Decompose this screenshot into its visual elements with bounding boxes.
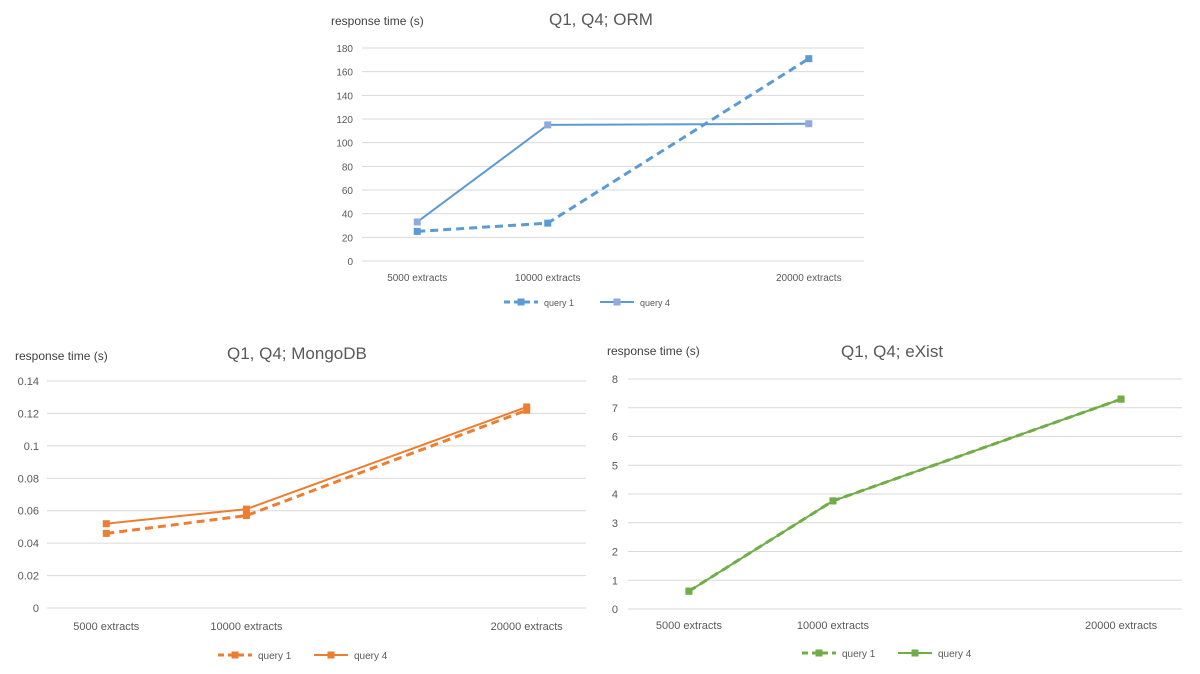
- y-tick-label: 0.04: [18, 538, 39, 550]
- x-tick-label: 10000 extracts: [515, 273, 581, 284]
- x-tick-label: 5000 extracts: [656, 620, 723, 632]
- legend-label: query 1: [842, 649, 876, 660]
- y-tick-label: 7: [612, 403, 618, 415]
- data-point: [102, 529, 110, 537]
- x-tick-label: 10000 extracts: [210, 621, 283, 633]
- y-axis-label: response time (s): [15, 349, 108, 363]
- y-tick-label: 1: [612, 575, 618, 587]
- x-tick-label: 20000 extracts: [491, 621, 564, 633]
- series-line-2: [106, 406, 528, 525]
- series-line-1: [106, 408, 528, 535]
- y-tick-label: 6: [612, 432, 618, 444]
- legend-label: query 4: [354, 651, 388, 662]
- legend-marker: [231, 651, 239, 659]
- legend-label: query 1: [258, 651, 292, 662]
- x-tick-label: 5000 extracts: [73, 621, 140, 633]
- y-tick-label: 0.1: [24, 441, 39, 453]
- y-tick-label: 2: [612, 547, 618, 559]
- legend-marker: [517, 298, 525, 306]
- y-tick-label: 60: [342, 186, 354, 197]
- data-point: [544, 121, 552, 129]
- legend-marker: [327, 651, 335, 659]
- y-tick-label: 120: [336, 115, 353, 126]
- y-tick-label: 40: [342, 210, 354, 221]
- data-point: [523, 403, 531, 411]
- y-tick-label: 80: [342, 162, 354, 173]
- y-tick-label: 20: [342, 233, 354, 244]
- data-point: [829, 497, 837, 505]
- y-axis-label: response time (s): [607, 344, 700, 358]
- y-tick-label: 100: [336, 139, 353, 150]
- y-tick-label: 0: [612, 604, 618, 616]
- series-line-2: [416, 122, 809, 223]
- y-tick-label: 0.14: [18, 376, 39, 388]
- y-tick-label: 160: [336, 68, 353, 79]
- series-line-1: [688, 397, 1122, 593]
- mongodb-plot: 0 0.02 0.04 0.06 0.08 0.1 0.12 0.14 5000 extract…: [18, 376, 586, 662]
- legend-label: query 4: [938, 649, 972, 660]
- data-point: [805, 55, 813, 63]
- y-tick-label: 0.02: [18, 571, 39, 583]
- legend-marker: [613, 298, 621, 306]
- y-axis-label: response time (s): [331, 14, 424, 28]
- data-point: [544, 219, 552, 227]
- legend-marker: [815, 649, 823, 657]
- y-tick-label: 140: [336, 91, 353, 102]
- y-tick-label: 0.12: [18, 408, 39, 420]
- legend-label: query 4: [640, 298, 670, 308]
- data-point: [102, 520, 110, 528]
- y-tick-label: 180: [336, 44, 353, 55]
- x-tick-label: 20000 extracts: [1085, 620, 1158, 632]
- mongodb-chart: response time (s) Q1, Q4; MongoDB 0 0.02 0…: [0, 335, 600, 674]
- y-tick-label: 0.06: [18, 506, 39, 518]
- y-tick-label: 0.08: [18, 473, 39, 485]
- y-tick-label: 0: [347, 257, 353, 268]
- legend-label: query 1: [544, 298, 574, 308]
- data-point: [242, 512, 250, 520]
- x-tick-label: 10000 extracts: [797, 620, 870, 632]
- series-line-1: [417, 57, 810, 233]
- x-tick-label: 20000 extracts: [776, 273, 842, 284]
- data-point: [413, 227, 421, 235]
- data-point: [805, 120, 813, 128]
- series-line-2: [688, 398, 1122, 593]
- chart-title: Q1, Q4; ORM: [549, 10, 653, 29]
- y-tick-label: 3: [612, 518, 618, 530]
- y-tick-label: 5: [612, 460, 618, 472]
- orm-plot: 0 20 40 60 80 100 120 140 160 180 5000 extracts 100…: [336, 44, 864, 308]
- data-point: [242, 505, 250, 513]
- chart-title: Q1, Q4; eXist: [841, 342, 944, 361]
- data-point: [685, 587, 693, 595]
- exist-chart: response time (s) Q1, Q4; eXist 0 1 2 3 4 5 6 7…: [600, 335, 1200, 674]
- y-tick-label: 8: [612, 374, 618, 386]
- x-tick-label: 5000 extracts: [387, 273, 447, 284]
- chart-title: Q1, Q4; MongoDB: [227, 344, 367, 363]
- orm-chart: response time (s) Q1, Q4; ORM 0 20 40 60 80 1…: [300, 0, 880, 320]
- y-tick-label: 4: [612, 489, 618, 501]
- legend-marker: [911, 649, 919, 657]
- exist-plot: 0 1 2 3 4 5 6 7 8 5000 extracts 10000 extracts 2000…: [612, 374, 1182, 660]
- y-tick-label: 0: [33, 603, 39, 615]
- data-point: [1117, 395, 1125, 403]
- data-point: [413, 218, 421, 226]
